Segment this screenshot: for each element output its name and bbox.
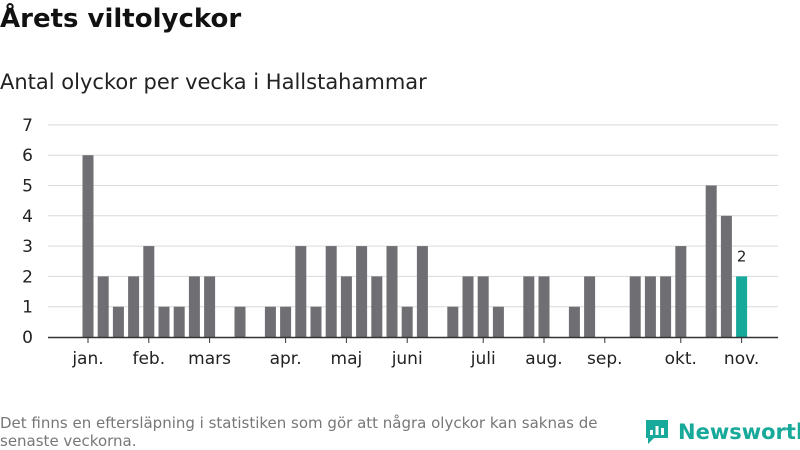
newsworthy-logo-icon: [646, 420, 668, 444]
bar: [112, 306, 124, 337]
y-tick-label: 3: [22, 237, 33, 257]
bar: [675, 246, 687, 337]
bar: [371, 276, 383, 337]
bar: [188, 276, 200, 337]
bar: [523, 276, 535, 337]
bar-value-label: 2: [737, 247, 747, 265]
bar: [295, 246, 307, 337]
bar-chart: 2 0 1 2 3 4 5 6 7 jan. feb. mars apr. maj juni juli aug…: [22, 116, 778, 369]
x-tick-label: juni: [391, 349, 423, 369]
bar: [158, 306, 170, 337]
chart-title: Årets viltolyckor: [0, 4, 242, 34]
bar: [629, 276, 641, 337]
bar: [128, 276, 140, 337]
bar: [492, 306, 504, 337]
bar: [447, 306, 459, 337]
y-tick-label: 1: [22, 298, 33, 318]
bar: [340, 276, 352, 337]
bar: [264, 306, 276, 337]
bar: [204, 276, 216, 337]
bar: [720, 215, 732, 337]
bar: [462, 276, 474, 337]
bars: 2: [82, 155, 748, 337]
x-tick-label: okt.: [665, 349, 697, 369]
bar: [705, 185, 717, 337]
bar: [356, 246, 368, 337]
bar: [280, 306, 292, 337]
bar: [143, 246, 155, 337]
y-tick-label: 6: [22, 146, 33, 166]
bar: [477, 276, 489, 337]
chart-subtitle: Antal olyckor per vecka i Hallstahammar: [0, 70, 427, 94]
bar: [416, 246, 428, 337]
y-tick-label: 7: [22, 116, 33, 136]
bar: [325, 246, 337, 337]
bar: [644, 276, 656, 337]
bar: [386, 246, 398, 337]
x-tick-label: sep.: [587, 349, 623, 369]
bar: [660, 276, 672, 337]
x-tick-label: mars: [188, 349, 231, 369]
axes: 0 1 2 3 4 5 6 7 jan. feb. mars apr. maj juni juli aug. s…: [22, 116, 778, 369]
x-tick-label: nov.: [724, 349, 759, 369]
footnote: Det finns en eftersläpning i statistiken…: [0, 414, 598, 450]
bar: [584, 276, 596, 337]
bar: [97, 276, 109, 337]
bar-highlight: [736, 276, 748, 337]
bar: [310, 306, 322, 337]
bar: [234, 306, 246, 337]
x-tick-label: feb.: [132, 349, 165, 369]
grid-lines: [48, 124, 778, 308]
x-tick-label: maj: [331, 349, 363, 369]
bar: [401, 306, 413, 337]
bar: [82, 155, 94, 337]
x-tick-label: jan.: [71, 349, 103, 369]
bar: [568, 306, 580, 337]
bar: [173, 306, 185, 337]
x-tick-label: apr.: [270, 349, 302, 369]
brand-name: Newsworthy: [678, 420, 800, 444]
x-tick-label: juli: [470, 349, 496, 369]
bar: [538, 276, 550, 337]
brand-logo: Newsworthy: [644, 418, 800, 446]
y-tick-label: 4: [22, 207, 33, 227]
x-tick-label: aug.: [525, 349, 562, 369]
y-tick-label: 0: [22, 328, 33, 348]
y-tick-label: 2: [22, 267, 33, 287]
y-tick-label: 5: [22, 177, 33, 197]
